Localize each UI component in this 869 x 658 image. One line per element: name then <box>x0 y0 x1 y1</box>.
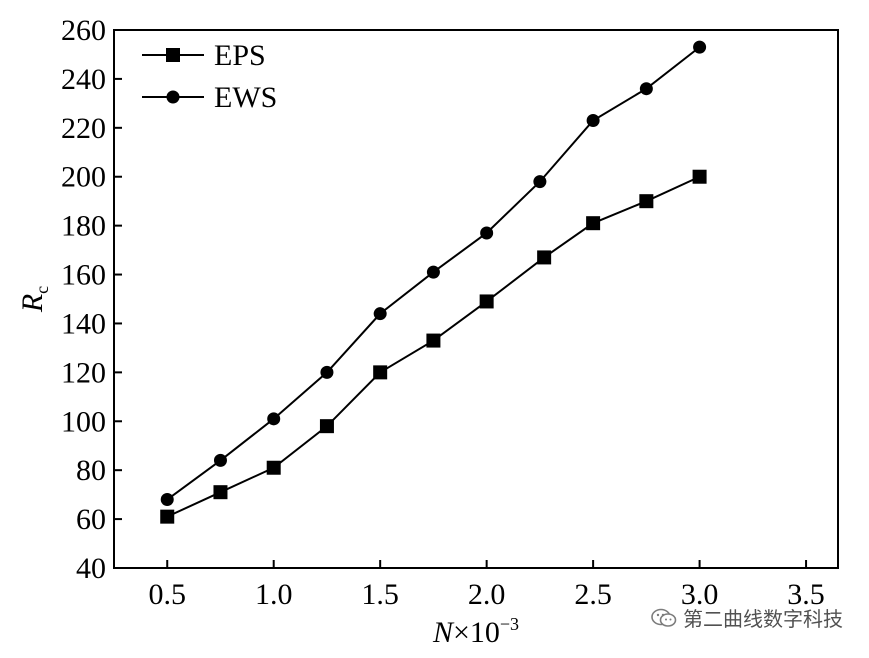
point-ews <box>267 412 281 426</box>
x-tick-label: 3.5 <box>787 578 825 611</box>
x-axis-rest: ×10 <box>453 616 500 649</box>
y-tick-label: 120 <box>61 356 106 389</box>
point-ews <box>480 226 494 240</box>
x-tick-label: 3.0 <box>681 578 719 611</box>
point-ews <box>426 265 440 279</box>
y-tick-label: 200 <box>61 161 106 194</box>
legend-marker-eps <box>166 48 180 62</box>
point-ews <box>639 82 653 96</box>
point-ews <box>320 365 334 379</box>
x-tick-label: 2.0 <box>468 578 506 611</box>
y-axis-symbol: R <box>16 294 49 313</box>
point-ews <box>213 453 227 467</box>
y-tick-label: 80 <box>76 454 106 487</box>
legend-marker-ews <box>166 90 180 104</box>
point-eps <box>319 419 334 434</box>
point-eps <box>639 194 654 209</box>
point-eps <box>692 169 707 184</box>
y-tick-label: 160 <box>61 259 106 292</box>
x-axis: 0.5 1.0 1.5 2.0 2.5 3.0 3.5 <box>148 560 825 611</box>
y-tick-label: 240 <box>61 63 106 96</box>
y-tick-label: 180 <box>61 210 106 243</box>
x-tick-label: 1.5 <box>361 578 399 611</box>
plot-frame <box>113 29 839 569</box>
y-tick-label: 100 <box>61 405 106 438</box>
x-axis-title: N×10−3 <box>432 614 519 649</box>
point-eps <box>213 485 228 500</box>
y-tick-label: 260 <box>61 14 106 47</box>
y-tick-label: 140 <box>61 307 106 340</box>
y-tick-label: 60 <box>76 503 106 536</box>
point-eps <box>373 365 388 380</box>
x-tick-label: 2.5 <box>574 578 612 611</box>
y-tick-label: 40 <box>76 552 106 585</box>
point-eps <box>160 509 175 524</box>
y-axis-title: Rc <box>16 286 52 313</box>
watermark: 第二曲线数字科技 <box>651 603 843 632</box>
x-axis-symbol: N <box>432 616 455 649</box>
series-layer <box>160 40 707 524</box>
legend: EPS EWS <box>142 39 277 114</box>
y-axis-subscript: c <box>32 286 52 294</box>
x-tick-label: 0.5 <box>148 578 186 611</box>
point-ews <box>160 493 174 507</box>
point-eps <box>266 460 281 475</box>
x-tick-label: 1.0 <box>255 578 293 611</box>
x-axis-exponent: −3 <box>500 614 519 634</box>
point-eps <box>586 216 601 231</box>
legend-label-ews: EWS <box>214 81 277 114</box>
point-eps <box>426 333 441 348</box>
point-ews <box>693 40 707 54</box>
point-eps <box>479 294 494 309</box>
legend-label-eps: EPS <box>214 39 266 72</box>
y-tick-label: 220 <box>61 112 106 145</box>
point-ews <box>533 175 547 189</box>
wechat-icon <box>651 608 677 627</box>
watermark-text: 第二曲线数字科技 <box>683 607 843 631</box>
point-ews <box>373 307 387 321</box>
y-axis: 40 60 80 100 120 140 160 180 200 220 240 260 <box>61 14 122 585</box>
point-eps <box>537 250 552 265</box>
point-ews <box>586 113 600 127</box>
